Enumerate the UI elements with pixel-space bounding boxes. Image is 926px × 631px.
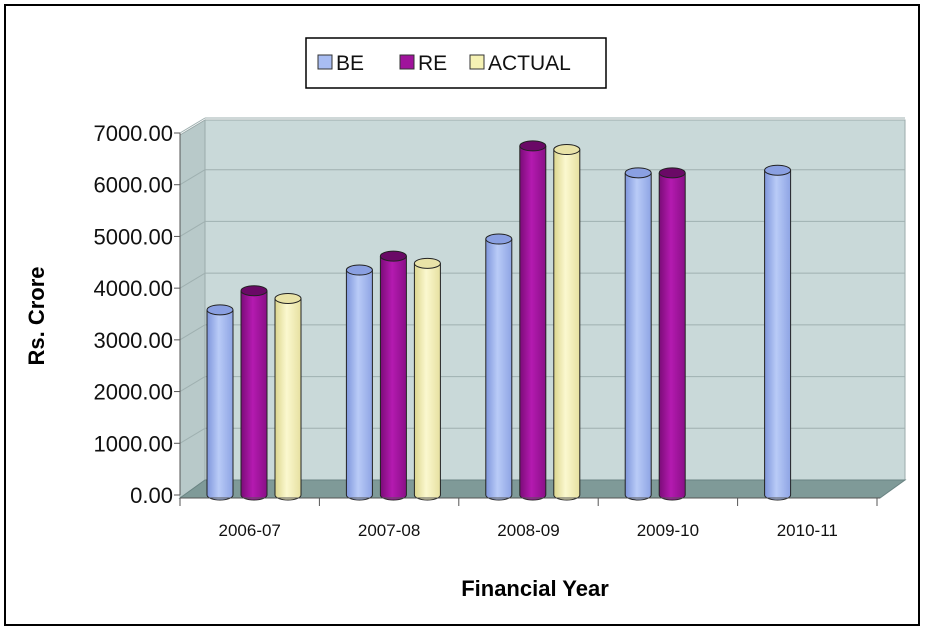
y-tick-label: 0.00 [130, 483, 173, 508]
y-tick-label: 3000.00 [93, 328, 173, 353]
x-tick-label: 2010-11 [777, 521, 838, 540]
y-tick-label: 4000.00 [93, 276, 173, 301]
bar-re-2008-09 [519, 140, 547, 501]
gridline-side [179, 427, 206, 444]
bar-re-2009-10 [658, 167, 686, 501]
gridline-side [179, 272, 206, 289]
bar-be-2006-07 [206, 304, 234, 501]
gridline-side [179, 324, 206, 341]
y-tick-label: 7000.00 [93, 121, 173, 146]
legend-label-re: RE [418, 52, 447, 75]
y-tick-label: 2000.00 [93, 380, 173, 405]
x-tick-label: 2006-07 [219, 521, 281, 540]
legend-box [305, 37, 607, 89]
x-tick-label: 2009-10 [637, 521, 699, 540]
gridline-side [179, 376, 206, 393]
bar-be-2007-08 [345, 264, 373, 501]
gridline-side [179, 169, 206, 186]
bar-actual-2008-09 [553, 144, 581, 501]
bar-be-2009-10 [624, 167, 652, 501]
legend-swatch-actual [469, 54, 485, 70]
bar-re-2006-07 [240, 285, 268, 501]
bar-actual-2006-07 [274, 292, 302, 501]
bar-be-2008-09 [485, 233, 513, 501]
gridline-side [179, 220, 206, 237]
legend: BE RE ACTUAL [305, 37, 607, 89]
legend-label-be: BE [336, 52, 364, 75]
y-tick-label: 6000.00 [93, 173, 173, 198]
y-axis-ticks: 0.00 1000.00 2000.00 3000.00 4000.00 5000.00 6… [93, 121, 181, 508]
bar-re-2007-08 [379, 250, 407, 501]
x-tick-label: 2008-09 [497, 521, 559, 540]
legend-swatch-re [399, 54, 415, 70]
y-tick-label: 5000.00 [93, 224, 173, 249]
y-tick-label: 1000.00 [93, 431, 173, 456]
bar-be-2010-11 [764, 164, 792, 501]
gridline-side [179, 117, 206, 134]
x-axis-title: Financial Year [461, 576, 609, 601]
bars-group [206, 140, 792, 501]
bar-actual-2007-08 [413, 257, 441, 501]
legend-label-actual: ACTUAL [488, 52, 571, 75]
x-axis-ticks: 2006-07 2007-08 2008-09 2009-10 2010-11 [179, 497, 880, 540]
x-tick-label: 2007-08 [358, 521, 420, 540]
y-axis-title: Rs. Crore [24, 266, 49, 365]
legend-swatch-be [317, 54, 333, 70]
